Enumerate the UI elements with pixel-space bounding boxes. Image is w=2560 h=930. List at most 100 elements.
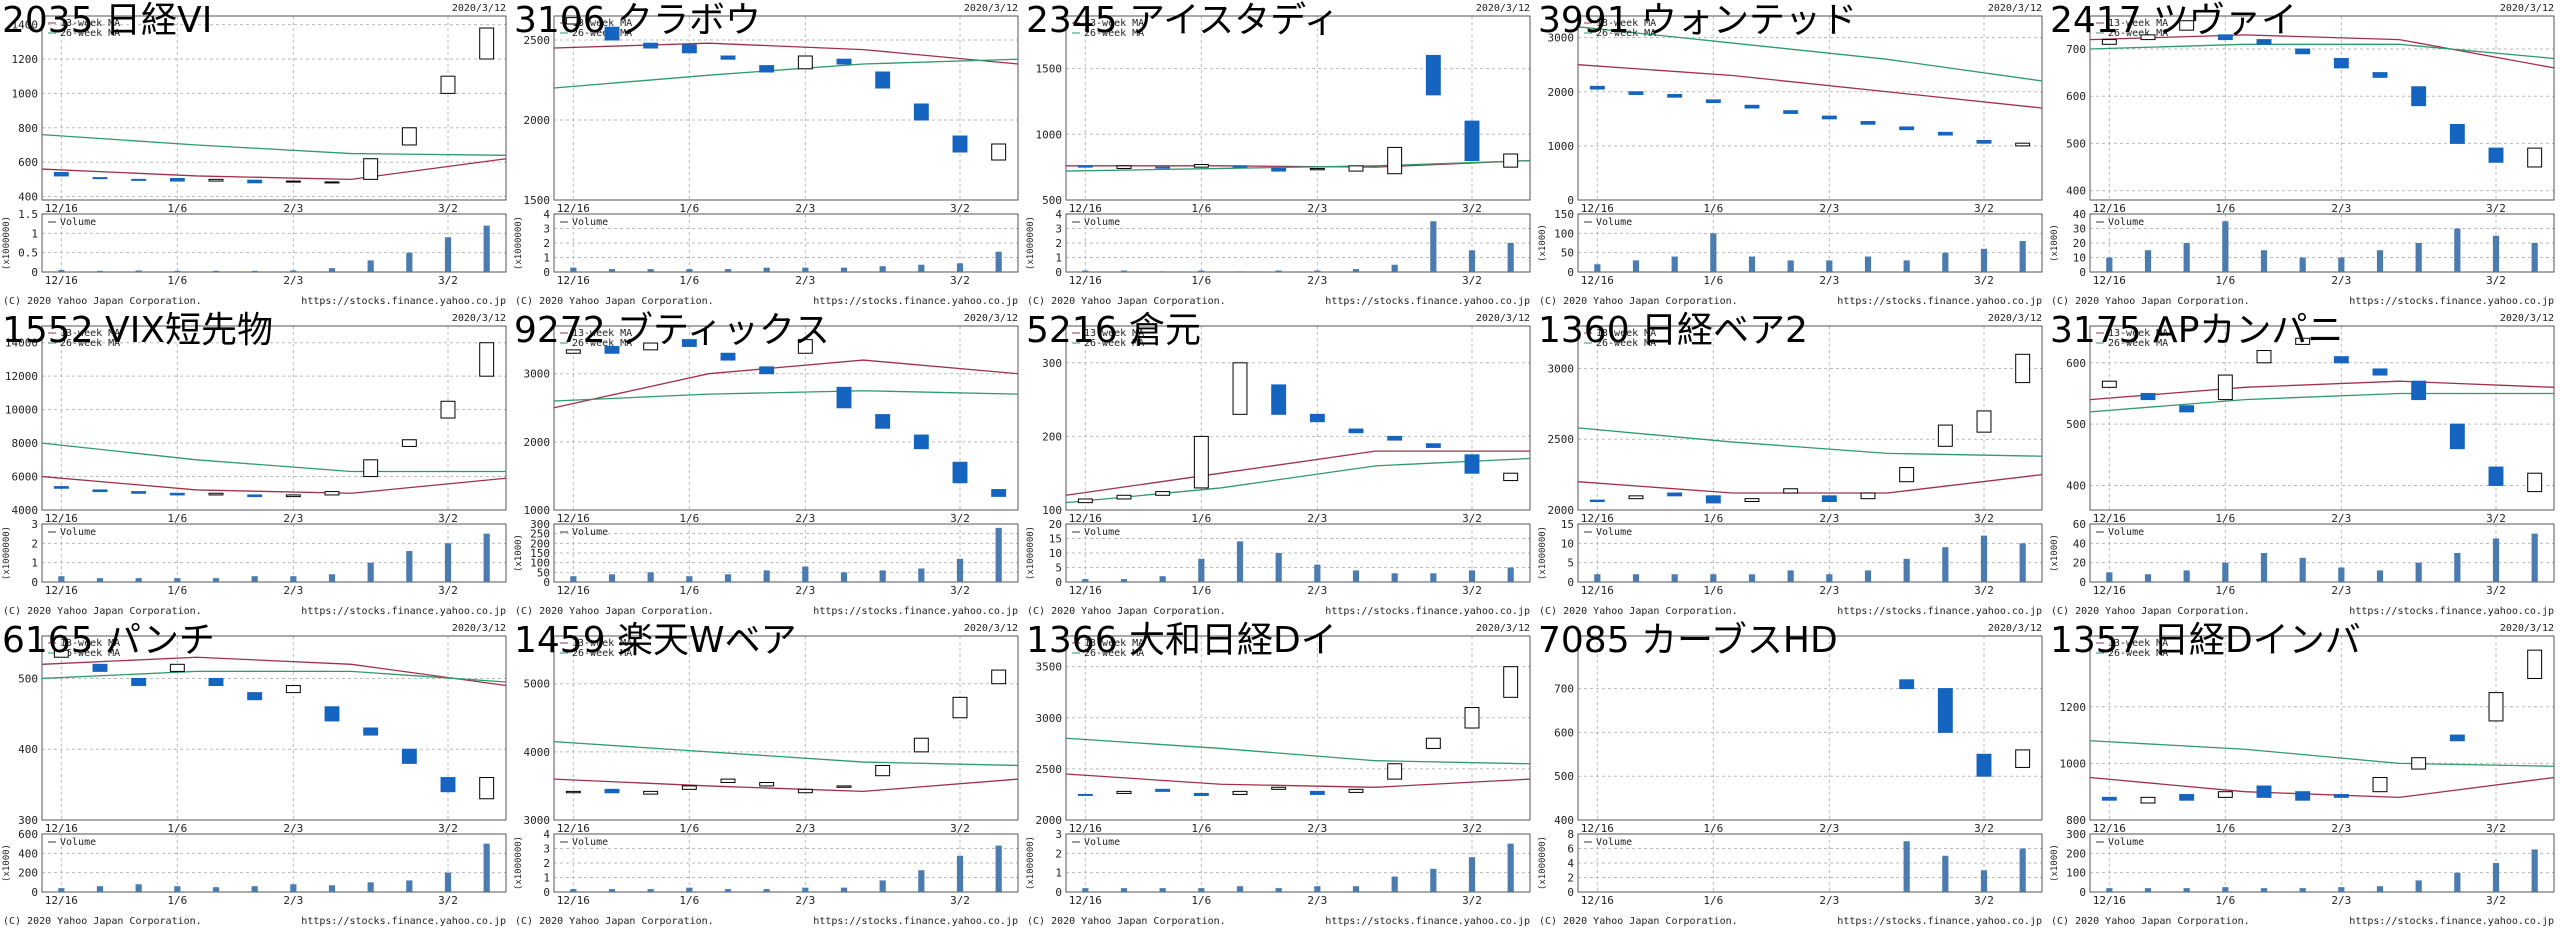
legend-label: 26-week MA — [2108, 338, 2168, 349]
candle — [1077, 793, 1093, 796]
candle — [1503, 153, 1519, 168]
candle — [169, 492, 185, 496]
y-tick-label: 3000 — [524, 814, 551, 827]
y-tick-label: 200 — [1042, 430, 1062, 443]
volume-bar — [2492, 863, 2500, 892]
volume-tick-label: 1.5 — [18, 208, 38, 221]
x-tick-label: 3/2 — [1974, 512, 1994, 525]
candle — [1077, 498, 1093, 504]
volume-frame — [1065, 523, 1531, 583]
candle — [2372, 368, 2388, 376]
candle — [2488, 147, 2504, 163]
x-tick-label: 12/16 — [1069, 202, 1102, 215]
stock-panel: 4000 6000 8000 10000 12000 14000 0 1 2 3 12/16 12/1… — [2, 310, 507, 617]
volume-bar — [96, 270, 104, 272]
candle — [1193, 435, 1209, 489]
candle — [565, 790, 581, 794]
candle — [1232, 790, 1248, 795]
volume-tick-label: 50 — [537, 566, 550, 579]
volume-tick-label: 1 — [31, 227, 38, 240]
y-tick-label: 1200 — [12, 53, 39, 66]
candle — [643, 342, 659, 351]
volume-bar — [2454, 228, 2461, 272]
candle — [440, 400, 456, 419]
y-tick-label: 3000 — [1548, 362, 1575, 375]
volume-bar — [956, 558, 964, 582]
volume-legend: Volume — [2108, 527, 2144, 538]
legend-label: 13-week MA — [2108, 18, 2168, 29]
x-tick-label: 12/16 — [1069, 274, 1102, 287]
x-tick-label: 2/3 — [1307, 202, 1327, 215]
plot-frame — [2089, 15, 2555, 201]
y-tick-label: 500 — [18, 672, 38, 685]
y-tick-label: 1000 — [2060, 757, 2087, 770]
candle — [1783, 488, 1799, 494]
candle — [1464, 454, 1480, 474]
volume-tick-label: 1 — [1055, 252, 1062, 265]
candle — [1116, 494, 1132, 500]
volume-unit: (x1000000) — [1026, 526, 1036, 580]
y-tick-label: 300 — [1042, 357, 1062, 370]
volume-bar — [2376, 250, 2384, 272]
volume-bar — [879, 880, 886, 892]
date: 2020/3/12 — [1476, 3, 1530, 14]
source: https://stocks.finance.yahoo.co.jp — [301, 606, 506, 617]
x-tick-label: 1/6 — [167, 512, 187, 525]
ma-line — [41, 442, 506, 473]
legend-label: 26-week MA — [2108, 648, 2168, 659]
volume-bar — [763, 889, 770, 892]
volume-tick-label: 0 — [31, 886, 38, 899]
legend-label: 13-week MA — [60, 328, 120, 339]
candle — [208, 178, 224, 182]
candle — [604, 788, 620, 794]
candle — [565, 17, 581, 25]
x-tick-label: 12/16 — [2093, 822, 2126, 835]
candle — [1589, 85, 1605, 90]
source: https://stocks.finance.yahoo.co.jp — [301, 916, 506, 927]
candle — [1232, 362, 1248, 415]
volume-bar — [1594, 574, 1601, 582]
candle — [324, 706, 340, 722]
chart-title: 1357 日経Dインバ — [2050, 620, 2361, 661]
volume-bar — [2106, 257, 2113, 272]
y-tick-label: 2000 — [524, 436, 551, 449]
candle — [875, 414, 891, 429]
x-tick-label: 3/2 — [1462, 822, 1482, 835]
volume-bar — [1159, 888, 1166, 892]
volume-unit: (x1000000) — [2, 526, 12, 580]
volume-legend: Volume — [1596, 527, 1632, 538]
volume-tick-label: 3 — [543, 223, 550, 236]
x-tick-label: 1/6 — [167, 274, 187, 287]
x-tick-label: 3/2 — [1974, 584, 1994, 597]
x-tick-label: 2/3 — [283, 512, 303, 525]
volume-bar — [995, 527, 1002, 582]
volume-bar — [1980, 248, 1988, 272]
volume-bar — [1159, 576, 1166, 582]
candle — [2140, 392, 2156, 401]
candle — [1744, 498, 1760, 503]
candle — [836, 58, 852, 65]
y-tick-label: 12000 — [5, 370, 38, 383]
candle — [643, 42, 659, 49]
x-tick-label: 2/3 — [795, 822, 815, 835]
candle — [1976, 410, 1992, 433]
legend-label: 26-week MA — [572, 338, 632, 349]
plot-frame — [2089, 325, 2555, 511]
volume-tick-label: 3 — [543, 843, 550, 856]
copyright: (C) 2020 Yahoo Japan Corporation. — [2051, 606, 2250, 617]
candle — [1744, 104, 1760, 109]
x-tick-label: 1/6 — [679, 822, 699, 835]
volume-unit: (x1000) — [2050, 224, 2060, 262]
copyright: (C) 2020 Yahoo Japan Corporation. — [3, 606, 202, 617]
candle — [991, 669, 1007, 685]
candle — [1783, 110, 1799, 114]
candle — [1937, 424, 1953, 447]
volume-tick-label: 2 — [1567, 872, 1574, 885]
x-tick-label: 3/2 — [2486, 202, 2506, 215]
y-tick-label: 10000 — [5, 404, 38, 417]
x-tick-label: 3/2 — [1462, 584, 1482, 597]
candle — [1116, 790, 1132, 794]
candle — [2527, 649, 2543, 679]
candle — [2256, 350, 2272, 364]
